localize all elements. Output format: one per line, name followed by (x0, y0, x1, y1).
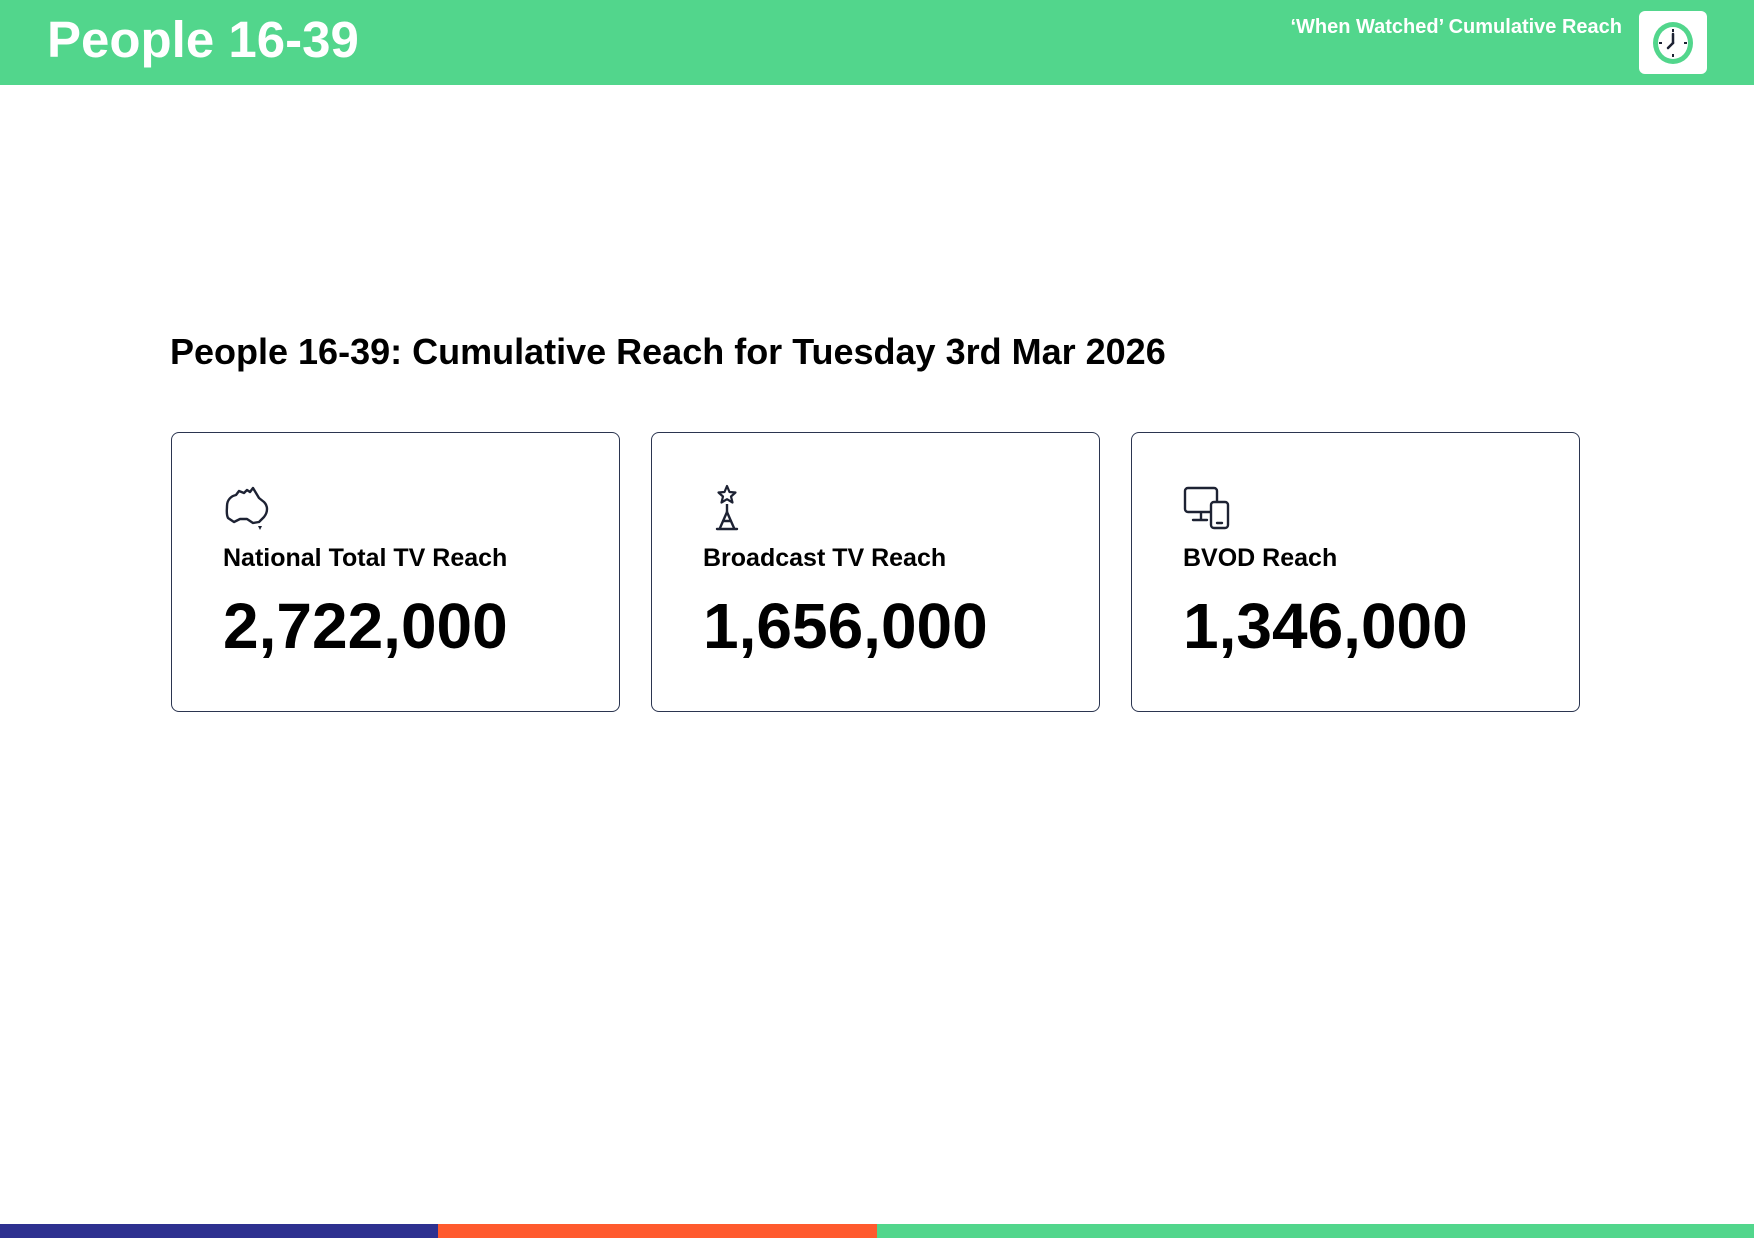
bvod-reach-card: BVOD Reach 1,346,000 (1131, 432, 1580, 712)
page-title: People 16-39 (47, 11, 359, 68)
footer-bar-green (877, 1224, 1754, 1238)
report-subtitle: ‘When Watched’ Cumulative Reach (1290, 16, 1622, 38)
card-label: BVOD Reach (1183, 544, 1338, 572)
broadcast-tv-reach-card: Broadcast TV Reach 1,656,000 (651, 432, 1100, 712)
national-tv-reach-card: National Total TV Reach 2,722,000 (171, 432, 620, 712)
footer-color-bar (0, 1224, 1754, 1238)
broadcast-tower-icon (715, 484, 739, 531)
footer-bar-orange (438, 1224, 877, 1238)
clock-badge (1639, 11, 1707, 74)
card-value: 1,346,000 (1183, 590, 1468, 662)
devices-icon (1183, 486, 1230, 530)
clock-icon (1653, 22, 1693, 64)
card-label: National Total TV Reach (223, 544, 508, 572)
australia-map-icon (225, 486, 269, 530)
card-value: 2,722,000 (223, 590, 508, 662)
footer-bar-navy (0, 1224, 438, 1238)
header-bar: People 16-39 ‘When Watched’ Cumulative R… (0, 0, 1754, 85)
card-label: Broadcast TV Reach (703, 544, 947, 572)
card-value: 1,656,000 (703, 590, 988, 662)
report-title: People 16-39: Cumulative Reach for Tuesd… (170, 331, 1166, 372)
